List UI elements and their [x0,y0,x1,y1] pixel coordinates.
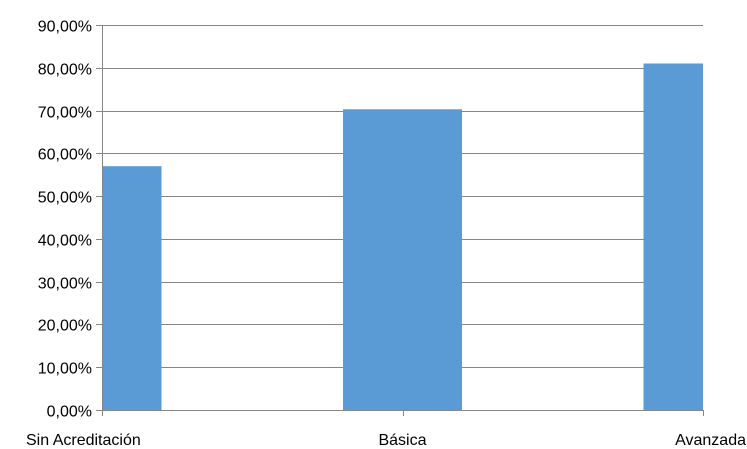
y-tick-label: 70,00% [38,105,92,122]
y-tick-labels: 0,00% 10,00% 20,00% 30,00% 40,00% 50,00% 60,00… [38,19,92,421]
y-tick-label: 0,00% [47,404,92,421]
x-tick-label: Básica [378,432,426,449]
bar [343,109,462,411]
axes [96,25,704,416]
x-tick-label: Sin Acreditación [26,432,141,449]
y-tick-label: 40,00% [38,233,92,250]
x-tick-labels: Sin Acreditación Básica Avanzada [26,432,746,449]
y-tick-label: 10,00% [38,361,92,378]
y-tick-label: 30,00% [38,276,92,293]
x-tick-label: Avanzada [675,432,746,449]
bars [102,63,703,411]
bar [102,166,162,410]
y-tick-label: 50,00% [38,190,92,207]
y-tick-label: 60,00% [38,147,92,164]
y-tick-label: 90,00% [38,19,92,36]
y-tick-label: 20,00% [38,318,92,335]
bar [643,63,703,410]
y-tick-label: 80,00% [38,62,92,79]
